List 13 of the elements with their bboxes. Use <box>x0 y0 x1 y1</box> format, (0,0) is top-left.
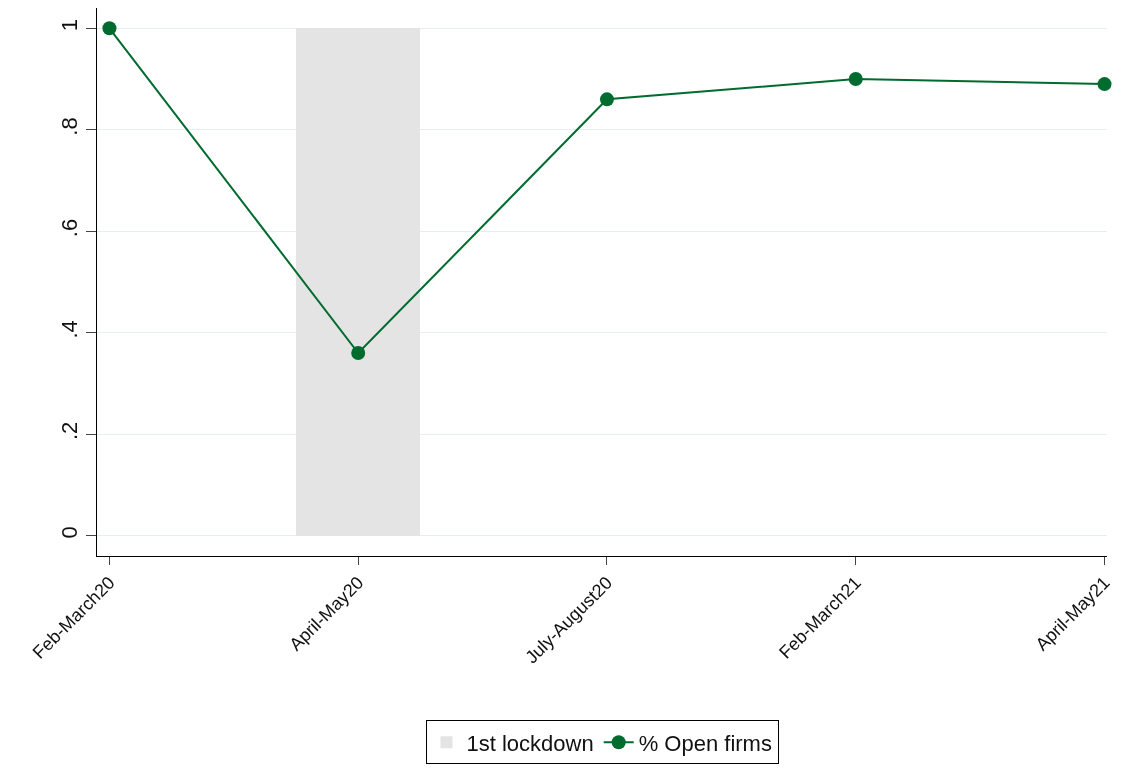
y-tick-label: 1 <box>57 18 83 32</box>
point <box>1097 77 1112 92</box>
point <box>102 21 117 36</box>
legend-label: % Open firms <box>638 730 772 756</box>
point <box>599 92 614 107</box>
y-tick-label: 0 <box>57 526 83 539</box>
legend-label: 1st lockdown <box>466 730 594 756</box>
y-tick-label: .8 <box>57 117 83 136</box>
y-tick-label: .6 <box>57 218 83 238</box>
point <box>848 72 863 87</box>
point <box>351 346 366 361</box>
y-tick-label: .2 <box>57 421 83 441</box>
y-tick-label: .4 <box>57 320 83 339</box>
